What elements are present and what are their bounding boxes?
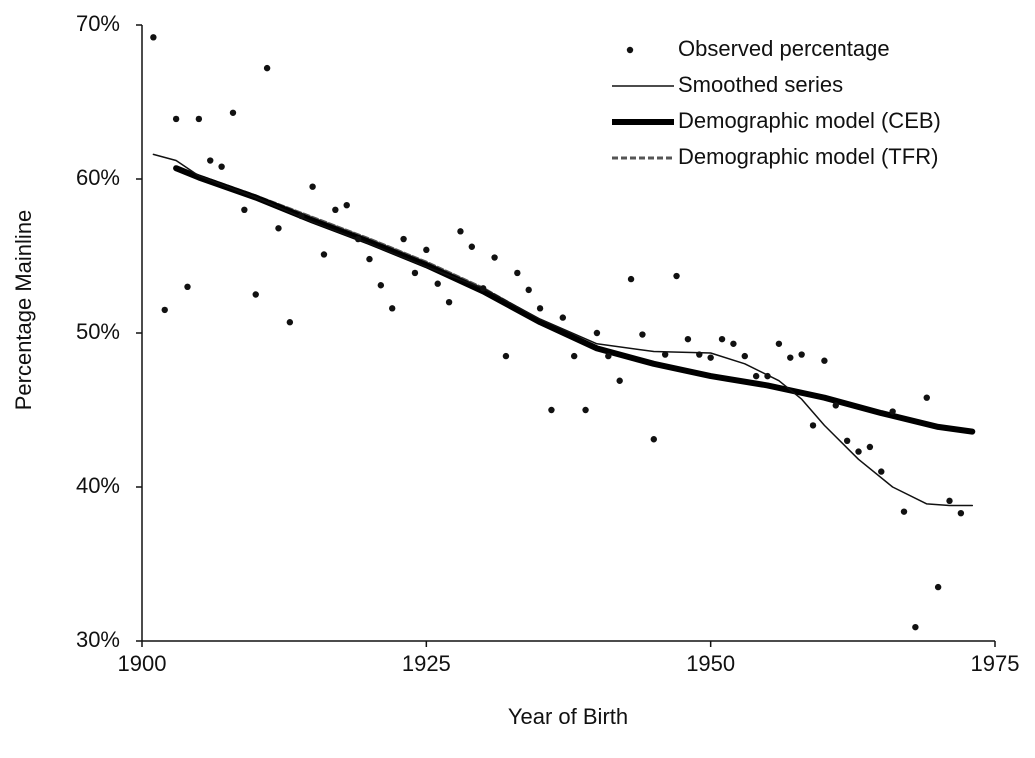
x-tick-label: 1950 <box>686 651 735 676</box>
data-point <box>241 206 248 213</box>
data-point <box>172 115 180 123</box>
data-point <box>616 377 623 384</box>
data-point <box>593 329 601 337</box>
data-point <box>798 351 805 358</box>
data-point <box>184 283 191 290</box>
data-point <box>889 408 896 415</box>
data-point <box>730 340 737 347</box>
data-point <box>445 299 453 306</box>
data-point <box>661 351 669 358</box>
data-point <box>627 275 635 283</box>
data-point <box>514 269 521 277</box>
data-point <box>605 352 612 360</box>
data-point <box>275 225 282 232</box>
data-point <box>673 272 680 280</box>
y-tick-label: 40% <box>76 473 120 498</box>
data-point <box>752 372 760 380</box>
data-point <box>536 305 544 312</box>
data-point <box>161 306 168 314</box>
data-point <box>320 251 328 258</box>
data-point <box>468 243 476 250</box>
legend-label: Smoothed series <box>678 72 843 97</box>
data-point <box>195 115 203 123</box>
data-point <box>957 509 965 517</box>
data-point <box>502 352 510 360</box>
data-point <box>946 497 953 505</box>
data-point <box>718 335 726 343</box>
data-point <box>457 228 464 235</box>
data-point <box>912 623 919 631</box>
data-point <box>650 436 657 443</box>
data-point <box>252 291 259 298</box>
data-point <box>343 201 350 209</box>
legend-label: Observed percentage <box>678 36 890 61</box>
series-line <box>174 168 974 434</box>
data-point <box>843 437 851 444</box>
data-point <box>411 269 419 277</box>
data-point <box>298 212 305 220</box>
data-point <box>263 64 271 72</box>
data-point <box>787 354 794 361</box>
y-tick-label: 30% <box>76 627 120 652</box>
data-point <box>639 331 646 338</box>
data-point <box>286 319 294 326</box>
data-point <box>354 235 362 243</box>
data-point <box>878 468 885 475</box>
data-point <box>855 448 862 455</box>
series-line <box>173 165 976 435</box>
data-point <box>934 583 942 591</box>
data-point <box>764 372 771 380</box>
data-point <box>218 163 225 170</box>
data-point <box>809 422 817 429</box>
x-tick-label: 1900 <box>118 651 167 676</box>
data-point <box>866 443 874 451</box>
legend-label: Demographic model (TFR) <box>678 144 938 169</box>
data-point <box>741 352 748 360</box>
y-tick-label: 50% <box>76 319 120 344</box>
data-point <box>570 352 578 360</box>
series-line <box>152 153 974 507</box>
data-point <box>525 286 532 294</box>
data-point <box>480 285 487 292</box>
data-point <box>309 183 316 190</box>
data-point <box>434 280 441 287</box>
data-point <box>707 354 714 361</box>
data-point <box>582 406 589 414</box>
data-point <box>423 246 430 254</box>
data-point <box>923 394 930 401</box>
data-point <box>150 34 157 41</box>
x-tick-label: 1975 <box>971 651 1020 676</box>
data-point <box>900 508 908 515</box>
data-point <box>207 157 214 164</box>
legend-label: Demographic model (CEB) <box>678 108 941 133</box>
data-point <box>696 351 703 358</box>
y-tick-label: 60% <box>76 165 120 190</box>
data-point <box>389 305 396 312</box>
y-axis-label: Percentage Mainline <box>11 210 36 411</box>
data-point <box>491 254 498 261</box>
data-point <box>366 255 373 263</box>
data-point <box>377 282 385 289</box>
data-point <box>684 335 692 343</box>
x-axis-label: Year of Birth <box>508 704 628 729</box>
data-point <box>821 357 828 364</box>
data-point <box>832 402 839 409</box>
data-point <box>400 235 407 243</box>
x-tick-label: 1925 <box>402 651 451 676</box>
data-point <box>559 314 567 321</box>
data-point <box>775 340 783 347</box>
y-tick-label: 70% <box>76 11 120 36</box>
data-point <box>332 206 339 213</box>
data-point <box>229 109 237 116</box>
data-point <box>548 406 555 414</box>
legend-marker <box>626 46 634 54</box>
